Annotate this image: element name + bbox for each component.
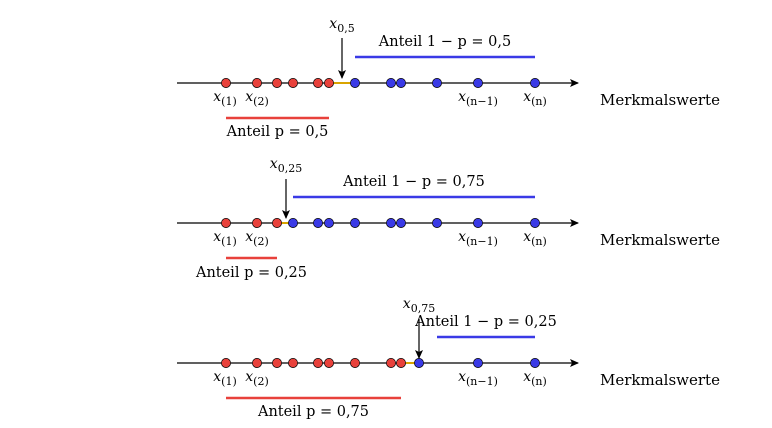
data-point-above bbox=[350, 78, 360, 88]
index-label-last: x(n) bbox=[523, 369, 547, 388]
upper-share-caption: Anteil 1 − p = 0,75 bbox=[342, 174, 485, 190]
data-point-above bbox=[414, 358, 424, 368]
data-point-above bbox=[288, 218, 298, 228]
data-point-below bbox=[313, 358, 323, 368]
index-label-first: x(1) bbox=[213, 229, 237, 248]
data-point-below bbox=[272, 78, 282, 88]
data-point-above bbox=[432, 78, 442, 88]
index-label-last: x(n) bbox=[523, 89, 547, 108]
data-point-below bbox=[221, 358, 231, 368]
index-label-second: x(2) bbox=[245, 89, 269, 108]
data-point-below bbox=[350, 358, 360, 368]
data-point-above bbox=[530, 218, 540, 228]
index-label-second: x(2) bbox=[245, 369, 269, 388]
data-point-above bbox=[473, 358, 483, 368]
data-point-above bbox=[530, 78, 540, 88]
data-point-above bbox=[396, 78, 406, 88]
data-point-below bbox=[221, 218, 231, 228]
data-point-above bbox=[530, 358, 540, 368]
quantile-label: x0,5 bbox=[329, 16, 354, 35]
data-point-below bbox=[324, 78, 334, 88]
panel-2: Merkmalswerte x(1) x(2) x(n−1) x(n) x0,25 Ante… bbox=[177, 156, 720, 281]
panel-1: Merkmalswerte x(1) x(2) x(n−1) x(n) x0,5 Antei… bbox=[177, 16, 720, 140]
data-point-below bbox=[324, 358, 334, 368]
data-point-below bbox=[313, 78, 323, 88]
data-point-above bbox=[473, 218, 483, 228]
data-point-below bbox=[272, 358, 282, 368]
axis-label: Merkmalswerte bbox=[600, 231, 720, 249]
index-label-first: x(1) bbox=[213, 369, 237, 388]
lower-share-caption: Anteil p = 0,75 bbox=[257, 404, 369, 420]
data-point-below bbox=[386, 358, 396, 368]
data-point-below bbox=[252, 358, 262, 368]
index-label-second-last: x(n−1) bbox=[458, 89, 498, 108]
data-point-above bbox=[324, 218, 334, 228]
data-point-above bbox=[350, 218, 360, 228]
data-point-below bbox=[252, 78, 262, 88]
data-point-above bbox=[432, 218, 442, 228]
data-point-above bbox=[386, 78, 396, 88]
data-point-below bbox=[288, 358, 298, 368]
upper-share-caption: Anteil 1 − p = 0,5 bbox=[378, 34, 511, 50]
lower-share-caption: Anteil p = 0,5 bbox=[226, 124, 329, 140]
lower-share-caption: Anteil p = 0,25 bbox=[195, 265, 307, 281]
data-point-below bbox=[272, 218, 282, 228]
index-label-second: x(2) bbox=[245, 229, 269, 248]
index-label-first: x(1) bbox=[213, 89, 237, 108]
index-label-second-last: x(n−1) bbox=[458, 229, 498, 248]
data-point-above bbox=[313, 218, 323, 228]
index-label-second-last: x(n−1) bbox=[458, 369, 498, 388]
data-point-above bbox=[386, 218, 396, 228]
data-point-below bbox=[288, 78, 298, 88]
data-point-below bbox=[396, 358, 406, 368]
axis-label: Merkmalswerte bbox=[600, 371, 720, 389]
quantile-label: x0,25 bbox=[270, 156, 302, 175]
quantile-label: x0,75 bbox=[403, 296, 435, 315]
index-label-last: x(n) bbox=[523, 229, 547, 248]
data-point-below bbox=[252, 218, 262, 228]
data-point-above bbox=[473, 78, 483, 88]
data-point-below bbox=[221, 78, 231, 88]
axis-label: Merkmalswerte bbox=[600, 91, 720, 109]
data-point-above bbox=[396, 218, 406, 228]
upper-share-caption: Anteil 1 − p = 0,25 bbox=[414, 314, 557, 330]
